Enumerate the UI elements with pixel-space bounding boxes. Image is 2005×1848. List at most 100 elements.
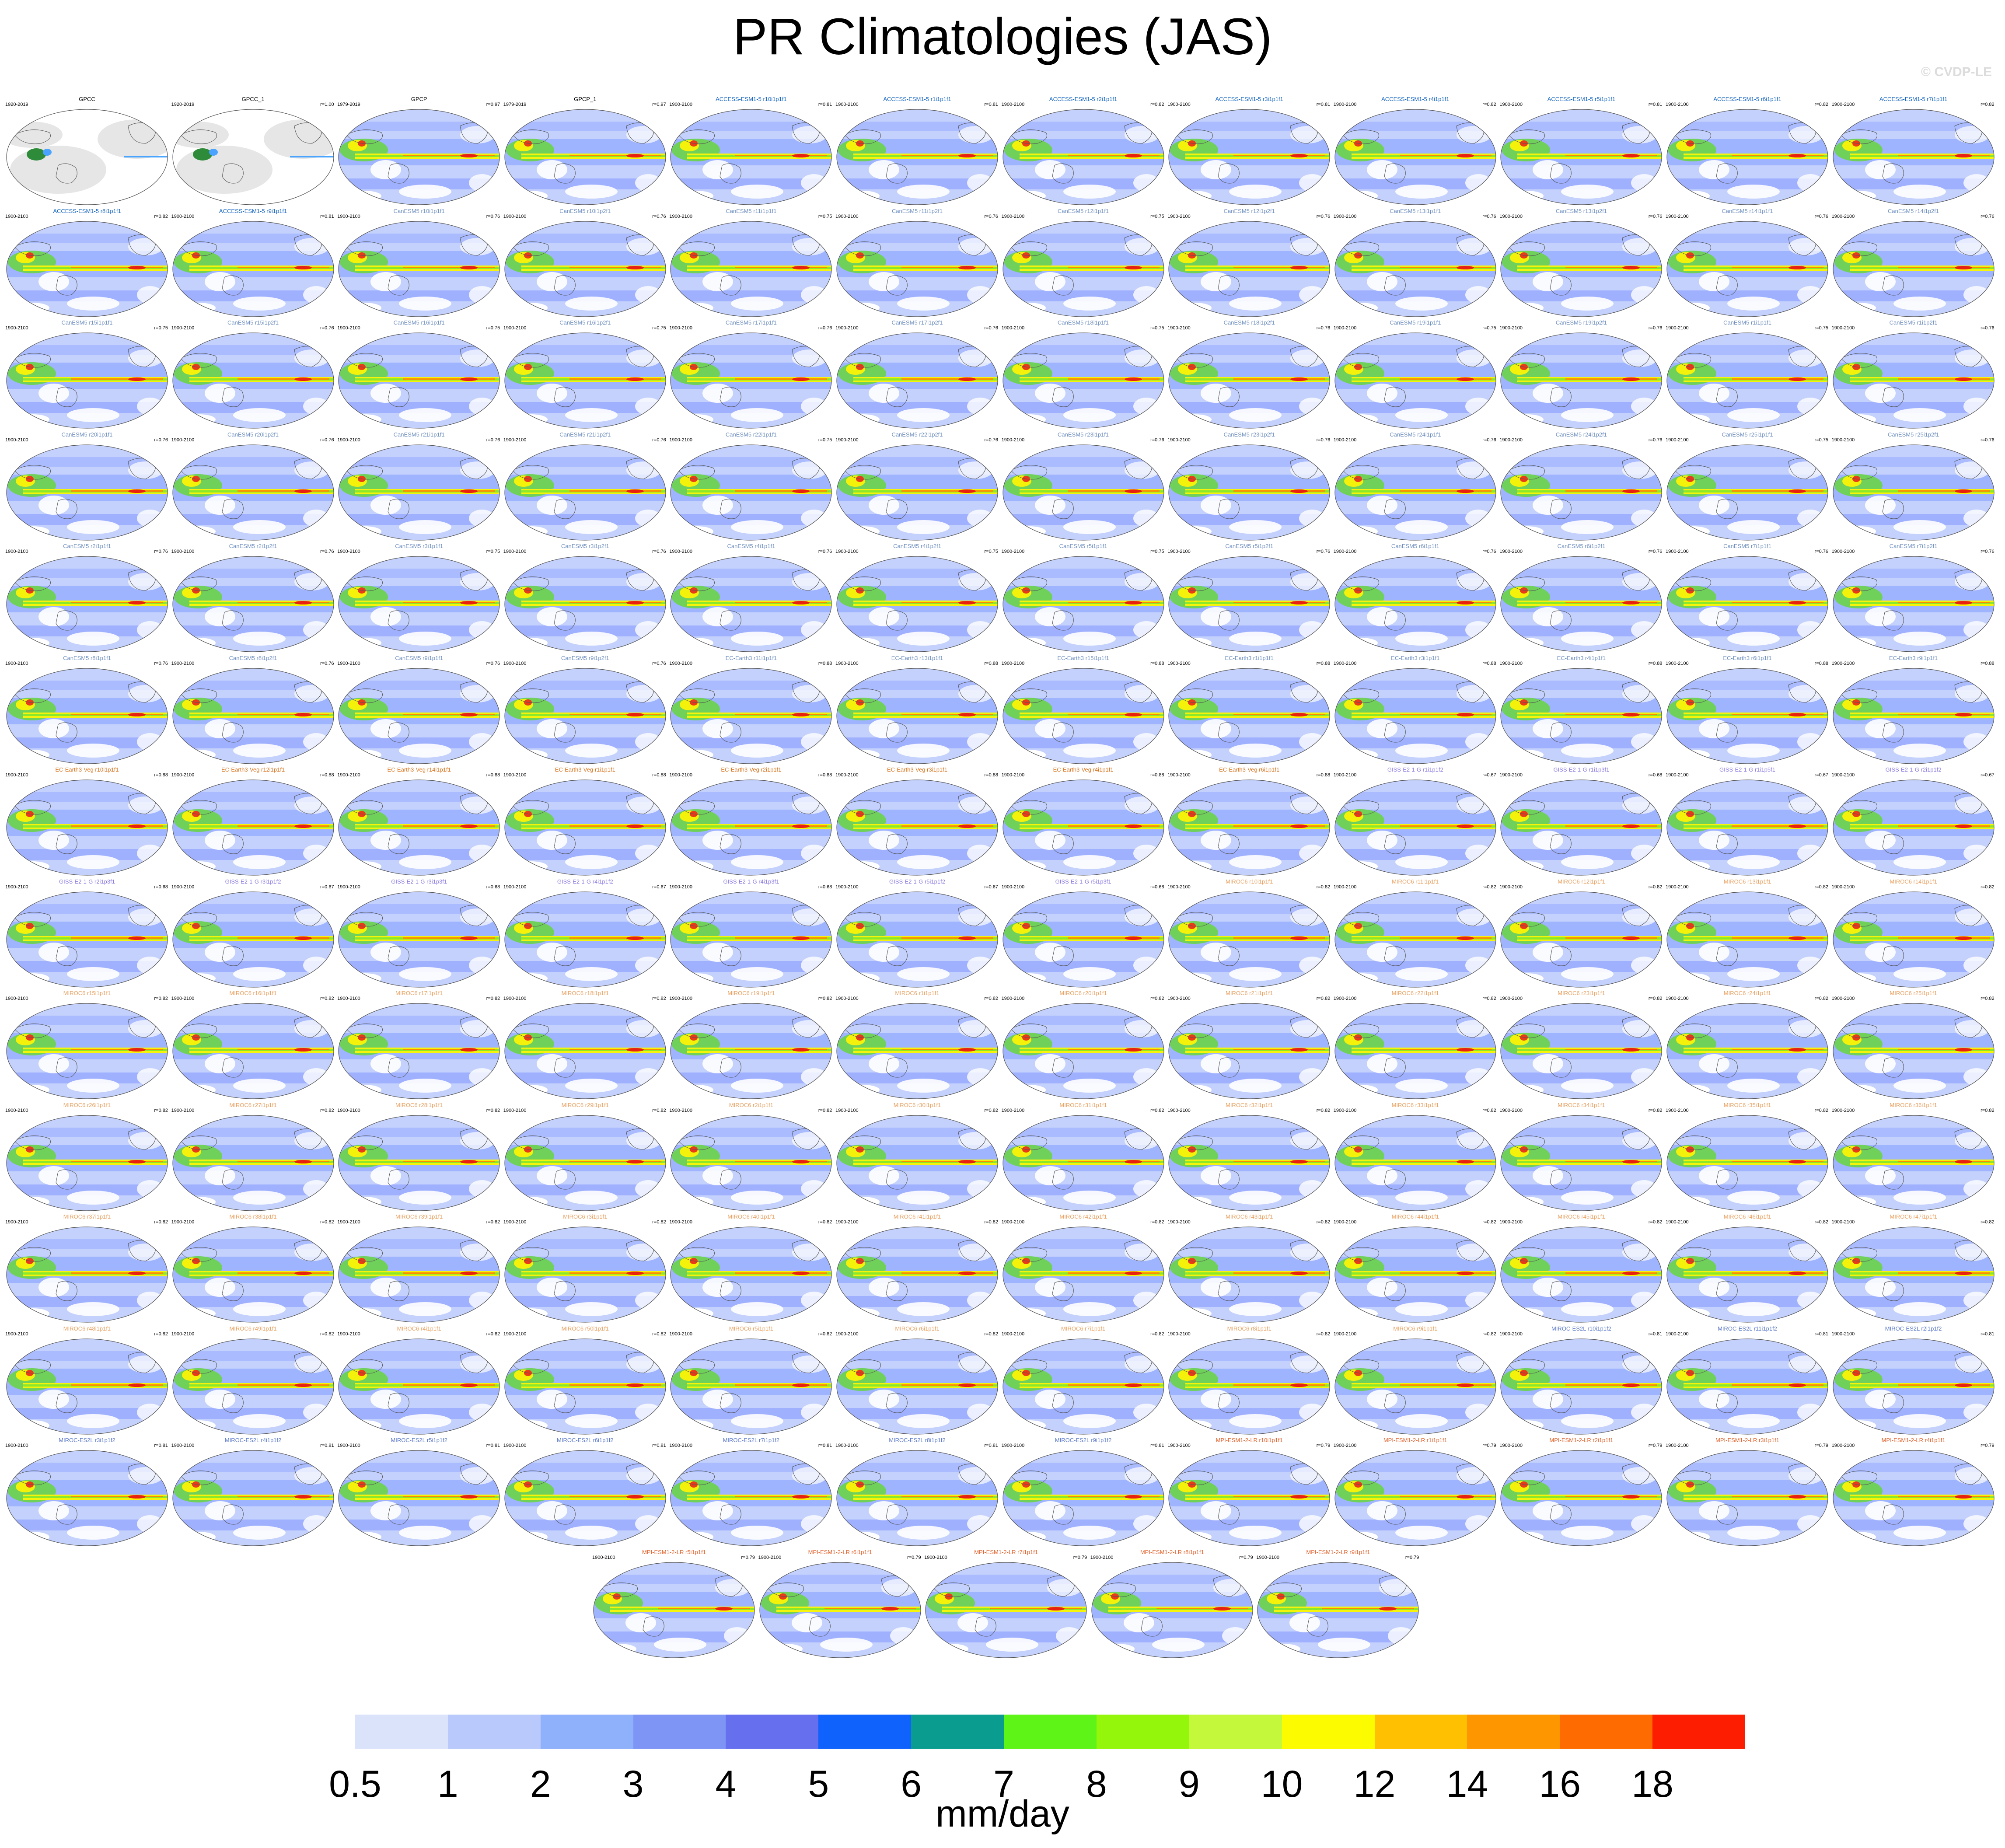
map-panel: EC-Earth3 r13i1p1f1 1900-2100 r=0.88: [835, 653, 1000, 765]
precip-map: [1002, 1338, 1164, 1435]
panel-title: MIROC6 r43i1p1f1: [1225, 1213, 1273, 1220]
panel-correlation: r=0.68: [1150, 884, 1164, 890]
precip-map: [6, 667, 168, 764]
precip-map: [1666, 332, 1828, 429]
map-panel: MIROC6 r15i1p1f1 1900-2100 r=0.82: [4, 989, 170, 1100]
panel-title: CanESM5 r20i1p2f1: [227, 431, 279, 438]
map-panel: MIROC6 r12i1p1f1 1900-2100 r=0.82: [1499, 877, 1664, 989]
panel-title: ACCESS-ESM1-5 r1i1p1f1: [883, 96, 951, 102]
panel-title: CanESM5 r23i1p1f1: [1058, 431, 1109, 438]
precip-map: [670, 1226, 832, 1323]
panel-header: CanESM5 r1i1p1f1 1900-2100 r=0.75: [1665, 318, 1830, 331]
panel-header: MIROC-ES2L r11i1p1f2 1900-2100 r=0.81: [1665, 1324, 1830, 1337]
panel-header: MIROC6 r19i1p1f1 1900-2100 r=0.82: [668, 989, 834, 1002]
panel-period: 1900-2100: [1333, 884, 1357, 890]
panel-period: 1900-2100: [1831, 660, 1855, 666]
map-panel: ACCESS-ESM1-5 r3i1p1f1 1900-2100 r=0.81: [1167, 94, 1332, 206]
panel-title: CanESM5 r8i1p2f1: [229, 654, 277, 661]
map-panel: CanESM5 r3i1p1f1 1900-2100 r=0.75: [336, 541, 502, 653]
precip-map: [1666, 779, 1828, 876]
panel-header: CanESM5 r3i1p1f1 1900-2100 r=0.75: [336, 541, 502, 555]
panel-header: MIROC-ES2L r6i1p1f2 1900-2100 r=0.81: [503, 1436, 668, 1449]
map-panel: CanESM5 r5i1p1f1 1900-2100 r=0.75: [1001, 541, 1166, 653]
panel-header: MIROC6 r9i1p1f1 1900-2100 r=0.82: [1333, 1324, 1498, 1337]
panel-header: MIROC6 r10i1p1f1 1900-2100 r=0.82: [1167, 877, 1332, 890]
panel-correlation: r=0.82: [1482, 1219, 1496, 1225]
panel-header: ACCESS-ESM1-5 r5i1p1f1 1900-2100 r=0.81: [1499, 94, 1664, 108]
panel-title: CanESM5 r13i1p2f1: [1555, 207, 1607, 214]
panel-period: 1900-2100: [835, 660, 859, 666]
panel-header: CanESM5 r25i1p2f1 1900-2100 r=0.76: [1831, 430, 1996, 443]
panel-header: GISS-E2-1-G r2i1p1f2 1900-2100 r=0.67: [1831, 765, 1996, 778]
map-panel: CanESM5 r21i1p2f1 1900-2100 r=0.76: [503, 430, 668, 541]
colorbar-box: [633, 1715, 726, 1749]
map-panel: ACCESS-ESM1-5 r6i1p1f1 1900-2100 r=0.82: [1665, 94, 1830, 206]
panel-correlation: r=0.76: [818, 549, 832, 554]
panel-header: EC-Earth3-Veg r2i1p1f1 1900-2100 r=0.88: [668, 765, 834, 778]
panel-correlation: r=0.76: [154, 437, 168, 443]
precip-map: [836, 1003, 998, 1099]
panel-header: CanESM5 r10i1p1f1 1900-2100 r=0.76: [336, 206, 502, 220]
panel-correlation: r=0.88: [818, 772, 832, 778]
map-panel: EC-Earth3 r9i1p1f1 1900-2100 r=0.88: [1831, 653, 1996, 765]
panel-title: CanESM5 r19i1p1f1: [1390, 319, 1441, 326]
panel-correlation: r=0.75: [818, 437, 832, 443]
panel-period: 1900-2100: [1831, 213, 1855, 219]
map-panel: GISS-E2-1-G r4i1p3f1 1900-2100 r=0.68: [668, 877, 834, 989]
panel-header: MIROC6 r3i1p1f1 1900-2100 r=0.82: [503, 1212, 668, 1225]
panel-title: EC-Earth3 r4i1p1f1: [1557, 654, 1606, 661]
panel-header: CanESM5 r8i1p2f1 1900-2100 r=0.76: [171, 653, 336, 667]
map-panel: MIROC6 r44i1p1f1 1900-2100 r=0.82: [1333, 1212, 1498, 1324]
panel-header: CanESM5 r9i1p1f1 1900-2100 r=0.76: [336, 653, 502, 667]
panel-period: 1900-2100: [1001, 884, 1025, 890]
panel-title: MIROC6 r46i1p1f1: [1723, 1213, 1771, 1220]
panel-header: EC-Earth3-Veg r1i1p1f1 1900-2100 r=0.88: [503, 765, 668, 778]
panel-title: MIROC-ES2L r5i1p1f2: [391, 1437, 447, 1443]
colorbar-box: [726, 1715, 819, 1749]
panel-title: ACCESS-ESM1-5 r9i1p1f1: [219, 207, 287, 214]
precip-map: [338, 1226, 500, 1323]
map-panel: MPI-ESM1-2-LR r2i1p1f1 1900-2100 r=0.79: [1499, 1436, 1664, 1547]
map-panel: MIROC6 r35i1p1f1 1900-2100 r=0.82: [1665, 1100, 1830, 1212]
panel-header: CanESM5 r7i1p1f1 1900-2100 r=0.76: [1665, 541, 1830, 555]
panel-correlation: r=0.82: [1316, 1219, 1331, 1225]
panel-period: 1900-2100: [1831, 549, 1855, 554]
panel-correlation: r=0.76: [154, 660, 168, 666]
panel-period: 1900-2100: [503, 660, 527, 666]
panel-period: 1900-2100: [669, 102, 692, 107]
panel-correlation: r=0.82: [154, 1219, 168, 1225]
panel-period: 1900-2100: [1333, 1107, 1357, 1113]
panel-period: 1900-2100: [171, 1107, 195, 1113]
panel-title: MIROC6 r26i1p1f1: [63, 1101, 111, 1108]
panel-title: CanESM5 r14i1p2f1: [1888, 207, 1939, 214]
precip-map: [670, 444, 832, 541]
panel-header: CanESM5 r11i1p2f1 1900-2100 r=0.76: [835, 206, 1000, 220]
map-panel: CanESM5 r15i1p1f1 1900-2100 r=0.75: [4, 318, 170, 430]
panel-period: 1900-2100: [503, 437, 527, 443]
panel-period: 1900-2100: [1167, 549, 1191, 554]
map-panel: MIROC6 r33i1p1f1 1900-2100 r=0.82: [1333, 1100, 1498, 1212]
map-panel: MIROC6 r50i1p1f1 1900-2100 r=0.82: [503, 1324, 668, 1436]
panel-header: ACCESS-ESM1-5 r4i1p1f1 1900-2100 r=0.82: [1333, 94, 1498, 108]
map-panel: ACCESS-ESM1-5 r8i1p1f1 1900-2100 r=0.82: [4, 206, 170, 318]
precip-map: [1168, 1226, 1330, 1323]
panel-header: CanESM5 r18i1p1f1 1900-2100 r=0.75: [1001, 318, 1166, 331]
map-panel: GISS-E2-1-G r3i1p1f2 1900-2100 r=0.67: [171, 877, 336, 989]
map-panel: GPCP 1979-2019 r=0.97: [336, 94, 502, 206]
panel-title: EC-Earth3-Veg r1i1p1f1: [555, 766, 615, 773]
precip-map: [504, 109, 666, 205]
precip-map: [1500, 667, 1662, 764]
map-panel: CanESM5 r4i1p1f1 1900-2100 r=0.76: [668, 541, 834, 653]
panel-title: EC-Earth3-Veg r4i1p1f1: [1053, 766, 1114, 773]
panel-period: 1900-2100: [5, 1219, 28, 1225]
panel-period: 1900-2100: [1167, 325, 1191, 331]
map-panel: MIROC6 r24i1p1f1 1900-2100 r=0.82: [1665, 989, 1830, 1100]
panel-header: CanESM5 r16i1p2f1 1900-2100 r=0.75: [503, 318, 668, 331]
panel-header: EC-Earth3 r1i1p1f1 1900-2100 r=0.88: [1167, 653, 1332, 667]
map-panel: MIROC6 r23i1p1f1 1900-2100 r=0.82: [1499, 989, 1664, 1100]
panel-correlation: r=0.76: [1482, 549, 1496, 554]
panel-title: MIROC-ES2L r3i1p1f2: [59, 1437, 115, 1443]
panel-period: 1900-2100: [5, 549, 28, 554]
precip-map: [6, 1226, 168, 1323]
map-panel: MPI-ESM1-2-LR r8i1p1f1 1900-2100 r=0.79: [1090, 1548, 1255, 1659]
